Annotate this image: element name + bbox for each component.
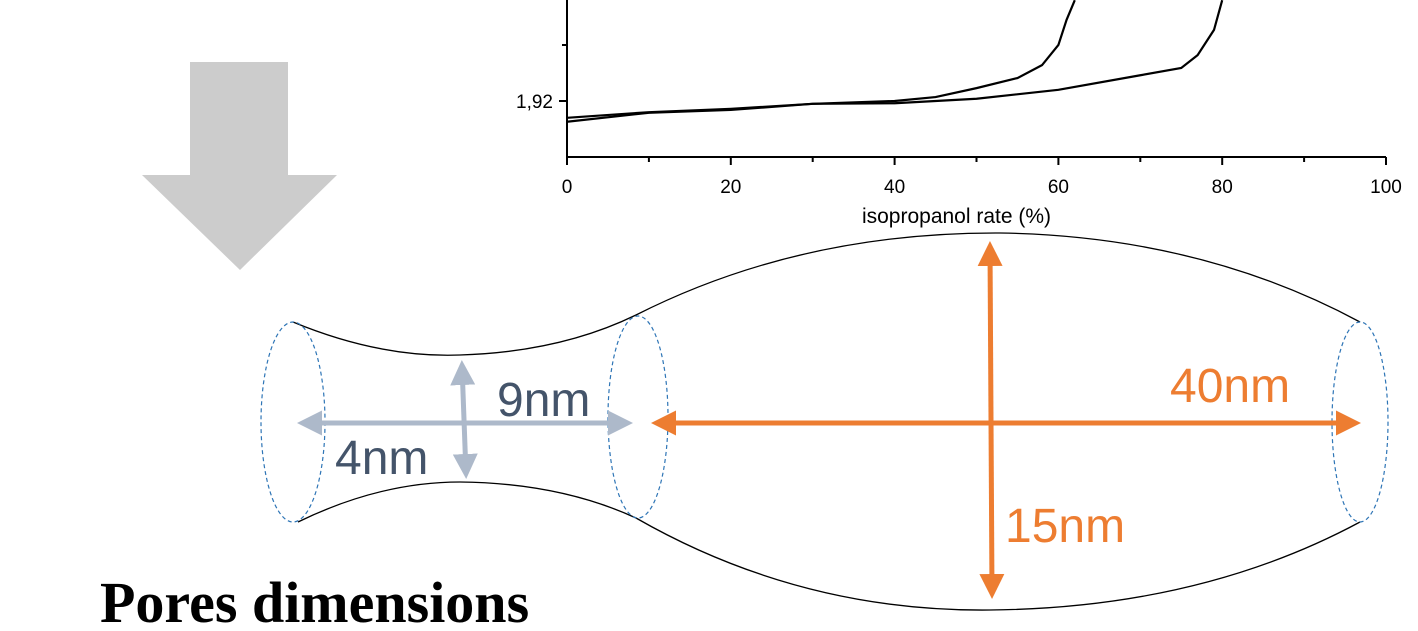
data-line	[566, 0, 1076, 119]
down-arrow	[142, 62, 337, 270]
y-tick-label: 1,92	[516, 92, 553, 113]
pore-sections	[260, 315, 1389, 523]
cavity-width-label: 15nm	[1005, 500, 1125, 553]
x-tick-label: 80	[1212, 177, 1233, 198]
data-line	[566, 0, 1224, 123]
x-tick-label: 60	[1048, 177, 1069, 198]
caption: Pores dimensions	[100, 570, 529, 631]
x-tick-label: 20	[720, 177, 741, 198]
x-axis-label: isopropanol rate (%)	[862, 205, 1051, 228]
pore-shape	[292, 232, 1361, 611]
x-tick-label: 100	[1370, 177, 1402, 198]
cavity-length-label: 40nm	[1170, 360, 1290, 413]
dimension-arrows	[297, 241, 1361, 599]
neck-length-label: 9nm	[497, 374, 590, 427]
plot: 0 20 40 60 80 100 1,92 isopropanol rate (%)	[516, 0, 1402, 228]
x-tick-label: 40	[884, 177, 905, 198]
x-tick-label: 0	[562, 177, 573, 198]
neck-width-label: 4nm	[335, 432, 428, 485]
